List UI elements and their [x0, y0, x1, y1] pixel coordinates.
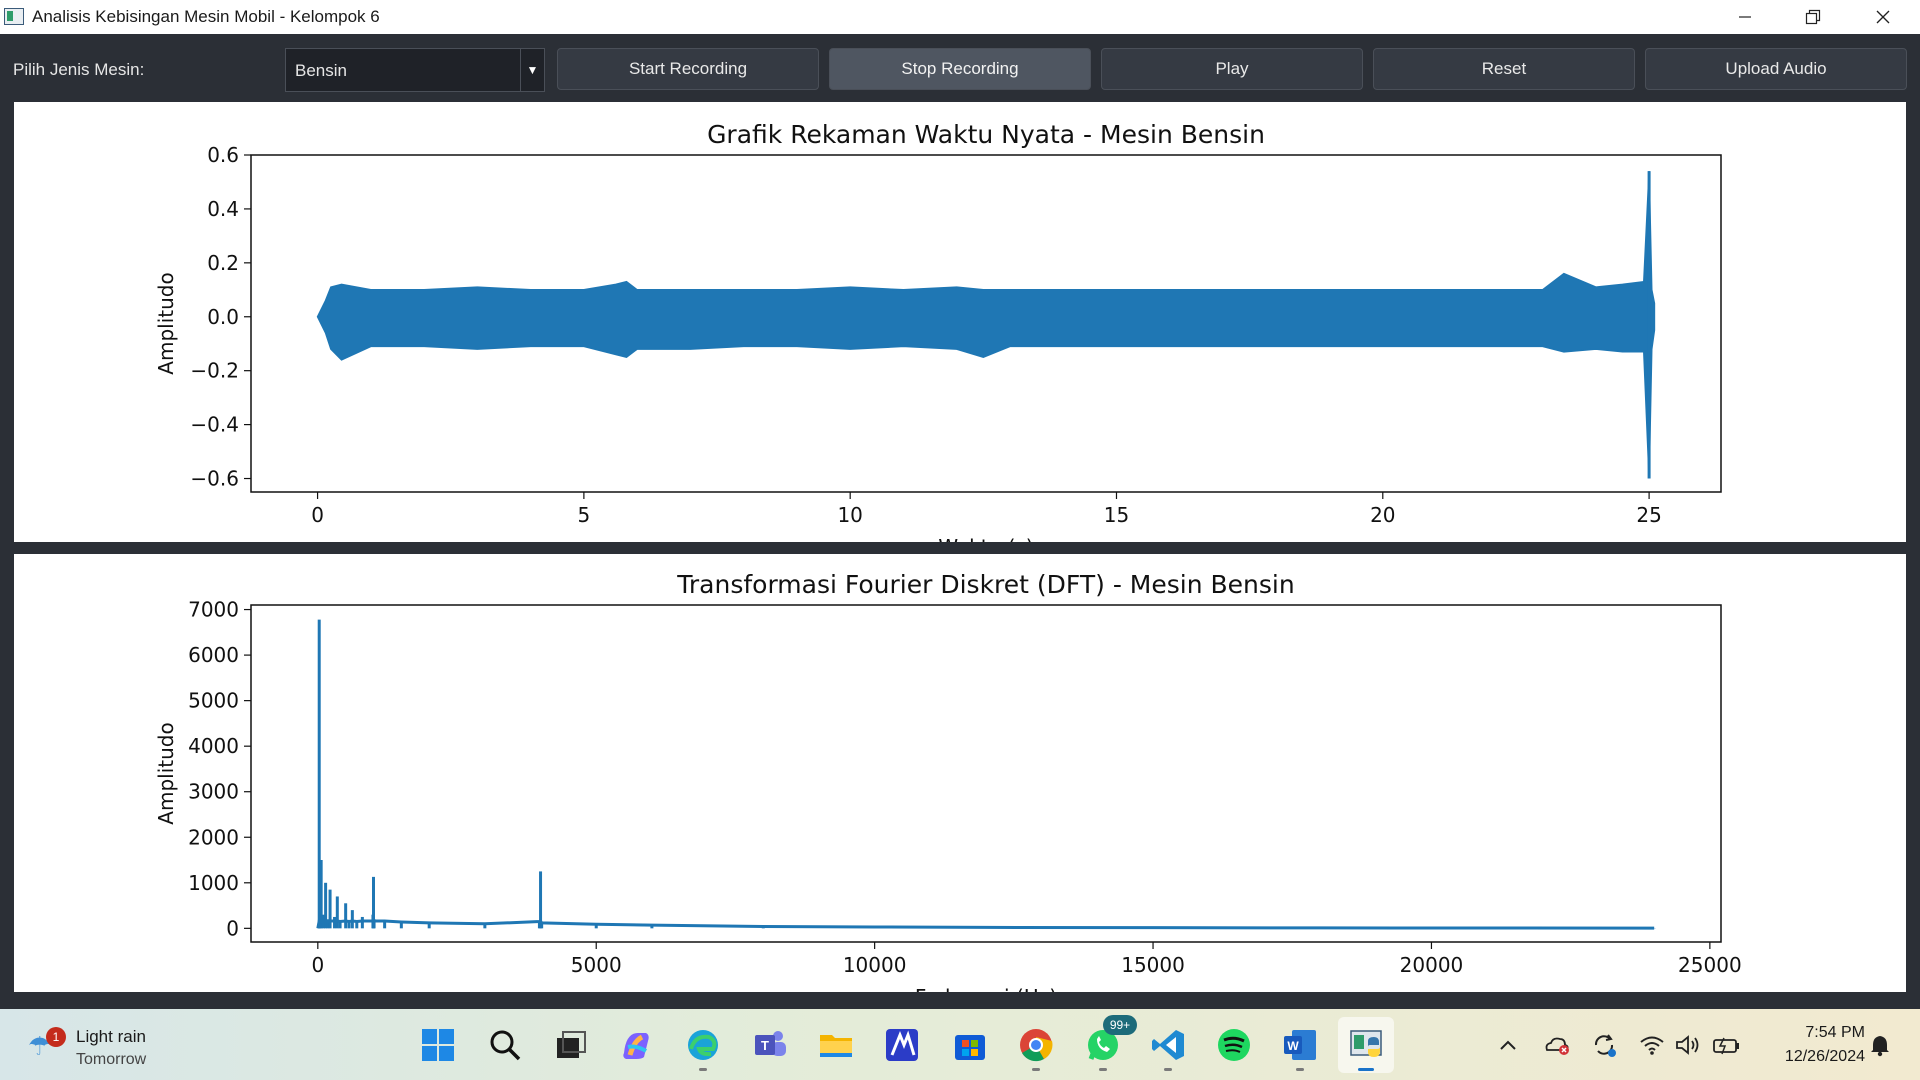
file-explorer-icon[interactable] [816, 1025, 856, 1065]
engine-type-dropdown[interactable]: Bensin ▼ [285, 48, 545, 92]
windows-taskbar: ☂ 1 Light rain Tomorrow T 99+ [0, 1009, 1920, 1080]
stop-recording-button[interactable]: Stop Recording [829, 48, 1091, 90]
chevron-up-icon[interactable] [1494, 1031, 1522, 1059]
copilot-icon[interactable] [616, 1025, 656, 1065]
x-tick-label: 0 [311, 953, 324, 977]
spectrum-line [316, 919, 1655, 930]
plot-frame [250, 154, 1722, 493]
python-app-icon[interactable] [1338, 1017, 1394, 1073]
y-tick-label: 1000 [188, 871, 239, 895]
chart-title: Grafik Rekaman Waktu Nyata - Mesin Bensi… [707, 120, 1265, 149]
system-clock[interactable]: 7:54 PM 12/26/2024 [1755, 1021, 1865, 1069]
y-tick-label: 2000 [188, 825, 239, 849]
y-tick-label: 4000 [188, 734, 239, 758]
y-tick-label: 0.6 [207, 143, 239, 167]
engine-type-value: Bensin [295, 61, 347, 80]
y-tick-label: −0.6 [190, 467, 239, 491]
svg-text:T: T [761, 1038, 769, 1053]
y-tick-label: 3000 [188, 780, 239, 804]
x-tick-label: 20000 [1400, 953, 1464, 977]
restore-icon [1805, 9, 1821, 25]
chart-title: Transformasi Fourier Diskret (DFT) - Mes… [676, 570, 1294, 599]
x-tick-label: 15000 [1121, 953, 1185, 977]
x-tick-label: 10000 [843, 953, 907, 977]
weather-widget[interactable]: ☂ 1 Light rain Tomorrow [26, 1023, 186, 1069]
y-tick-label: 0 [226, 916, 239, 940]
wifi-icon[interactable] [1638, 1031, 1666, 1059]
series-group [316, 619, 1656, 930]
waveform-envelope [316, 171, 1656, 479]
volume-icon[interactable] [1674, 1031, 1702, 1059]
onedrive-error-icon[interactable] [1543, 1031, 1571, 1059]
search-icon[interactable] [485, 1025, 525, 1065]
task-view-icon[interactable] [550, 1025, 590, 1065]
engine-type-label: Pilih Jenis Mesin: [13, 60, 145, 79]
notification-bell-icon[interactable] [1866, 1031, 1894, 1059]
windows-start-icon[interactable] [418, 1025, 458, 1065]
start-recording-button[interactable]: Start Recording [557, 48, 819, 90]
minimize-button[interactable] [1710, 0, 1780, 34]
x-tick-label: 10 [837, 503, 862, 527]
y-tick-label: 6000 [188, 643, 239, 667]
word-icon[interactable]: W [1280, 1025, 1320, 1071]
teams-icon[interactable]: T [750, 1025, 790, 1065]
close-icon [1876, 10, 1890, 24]
play-button[interactable]: Play [1101, 48, 1363, 90]
y-tick-label: 5000 [188, 689, 239, 713]
x-tick-label: 20 [1370, 503, 1395, 527]
umbrella-icon: ☂ [28, 1032, 52, 1062]
dft-chart: Transformasi Fourier Diskret (DFT) - Mes… [154, 570, 1742, 992]
vscode-icon[interactable] [1148, 1025, 1188, 1071]
close-button[interactable] [1848, 0, 1918, 34]
minimize-icon [1739, 16, 1751, 18]
clock-time: 7:54 PM [1805, 1024, 1865, 1041]
dft-chart-panel: Transformasi Fourier Diskret (DFT) - Mes… [14, 554, 1906, 992]
y-tick-label: 7000 [188, 598, 239, 622]
x-tick-label: 5 [578, 503, 591, 527]
spotify-icon[interactable] [1214, 1025, 1254, 1065]
chrome-icon[interactable] [1016, 1025, 1056, 1071]
waveform-chart-panel: Grafik Rekaman Waktu Nyata - Mesin Bensi… [14, 102, 1906, 542]
weather-subtitle: Tomorrow [76, 1051, 147, 1068]
reset-button[interactable]: Reset [1373, 48, 1635, 90]
x-tick-label: 25000 [1678, 953, 1742, 977]
y-axis-label: Amplitudo [154, 272, 178, 374]
y-axis-label: Amplitudo [154, 722, 178, 824]
upload-audio-button[interactable]: Upload Audio [1645, 48, 1907, 90]
sync-icon[interactable] [1590, 1031, 1618, 1059]
whatsapp-icon[interactable]: 99+ [1083, 1015, 1137, 1071]
control-toolbar: Pilih Jenis Mesin: Bensin ▼ Start Record… [0, 34, 1920, 98]
x-axis-label: Frekuensi (Hz) [915, 985, 1057, 992]
series-group [316, 171, 1656, 479]
whatsapp-badge: 99+ [1103, 1015, 1137, 1035]
waveform-chart: Grafik Rekaman Waktu Nyata - Mesin Bensi… [154, 120, 1722, 542]
dropdown-arrow-icon[interactable]: ▼ [520, 49, 544, 91]
weather-badge: 1 [46, 1027, 66, 1047]
app-window-icon [4, 8, 24, 25]
restore-button[interactable] [1778, 0, 1848, 34]
clock-date: 12/26/2024 [1784, 1048, 1865, 1065]
weather-title: Light rain [76, 1027, 146, 1046]
x-tick-label: 0 [311, 503, 324, 527]
window-title-bar: Analisis Kebisingan Mesin Mobil - Kelomp… [0, 0, 1920, 34]
y-tick-label: 0.0 [207, 305, 239, 329]
app-icon[interactable] [882, 1025, 922, 1065]
y-tick-label: −0.2 [190, 359, 239, 383]
x-tick-label: 25 [1636, 503, 1661, 527]
edge-icon[interactable] [683, 1025, 723, 1071]
microsoft-store-icon[interactable] [950, 1025, 990, 1065]
y-tick-label: 0.4 [207, 197, 239, 221]
x-tick-label: 5000 [571, 953, 622, 977]
plot-frame [250, 604, 1722, 943]
window-title: Analisis Kebisingan Mesin Mobil - Kelomp… [32, 7, 380, 26]
svg-text:W: W [1287, 1039, 1299, 1053]
battery-icon[interactable] [1712, 1031, 1740, 1059]
y-tick-label: 0.2 [207, 251, 239, 275]
x-tick-label: 15 [1104, 503, 1129, 527]
x-axis-label: Waktu (s) [938, 535, 1033, 542]
y-tick-label: −0.4 [190, 413, 239, 437]
